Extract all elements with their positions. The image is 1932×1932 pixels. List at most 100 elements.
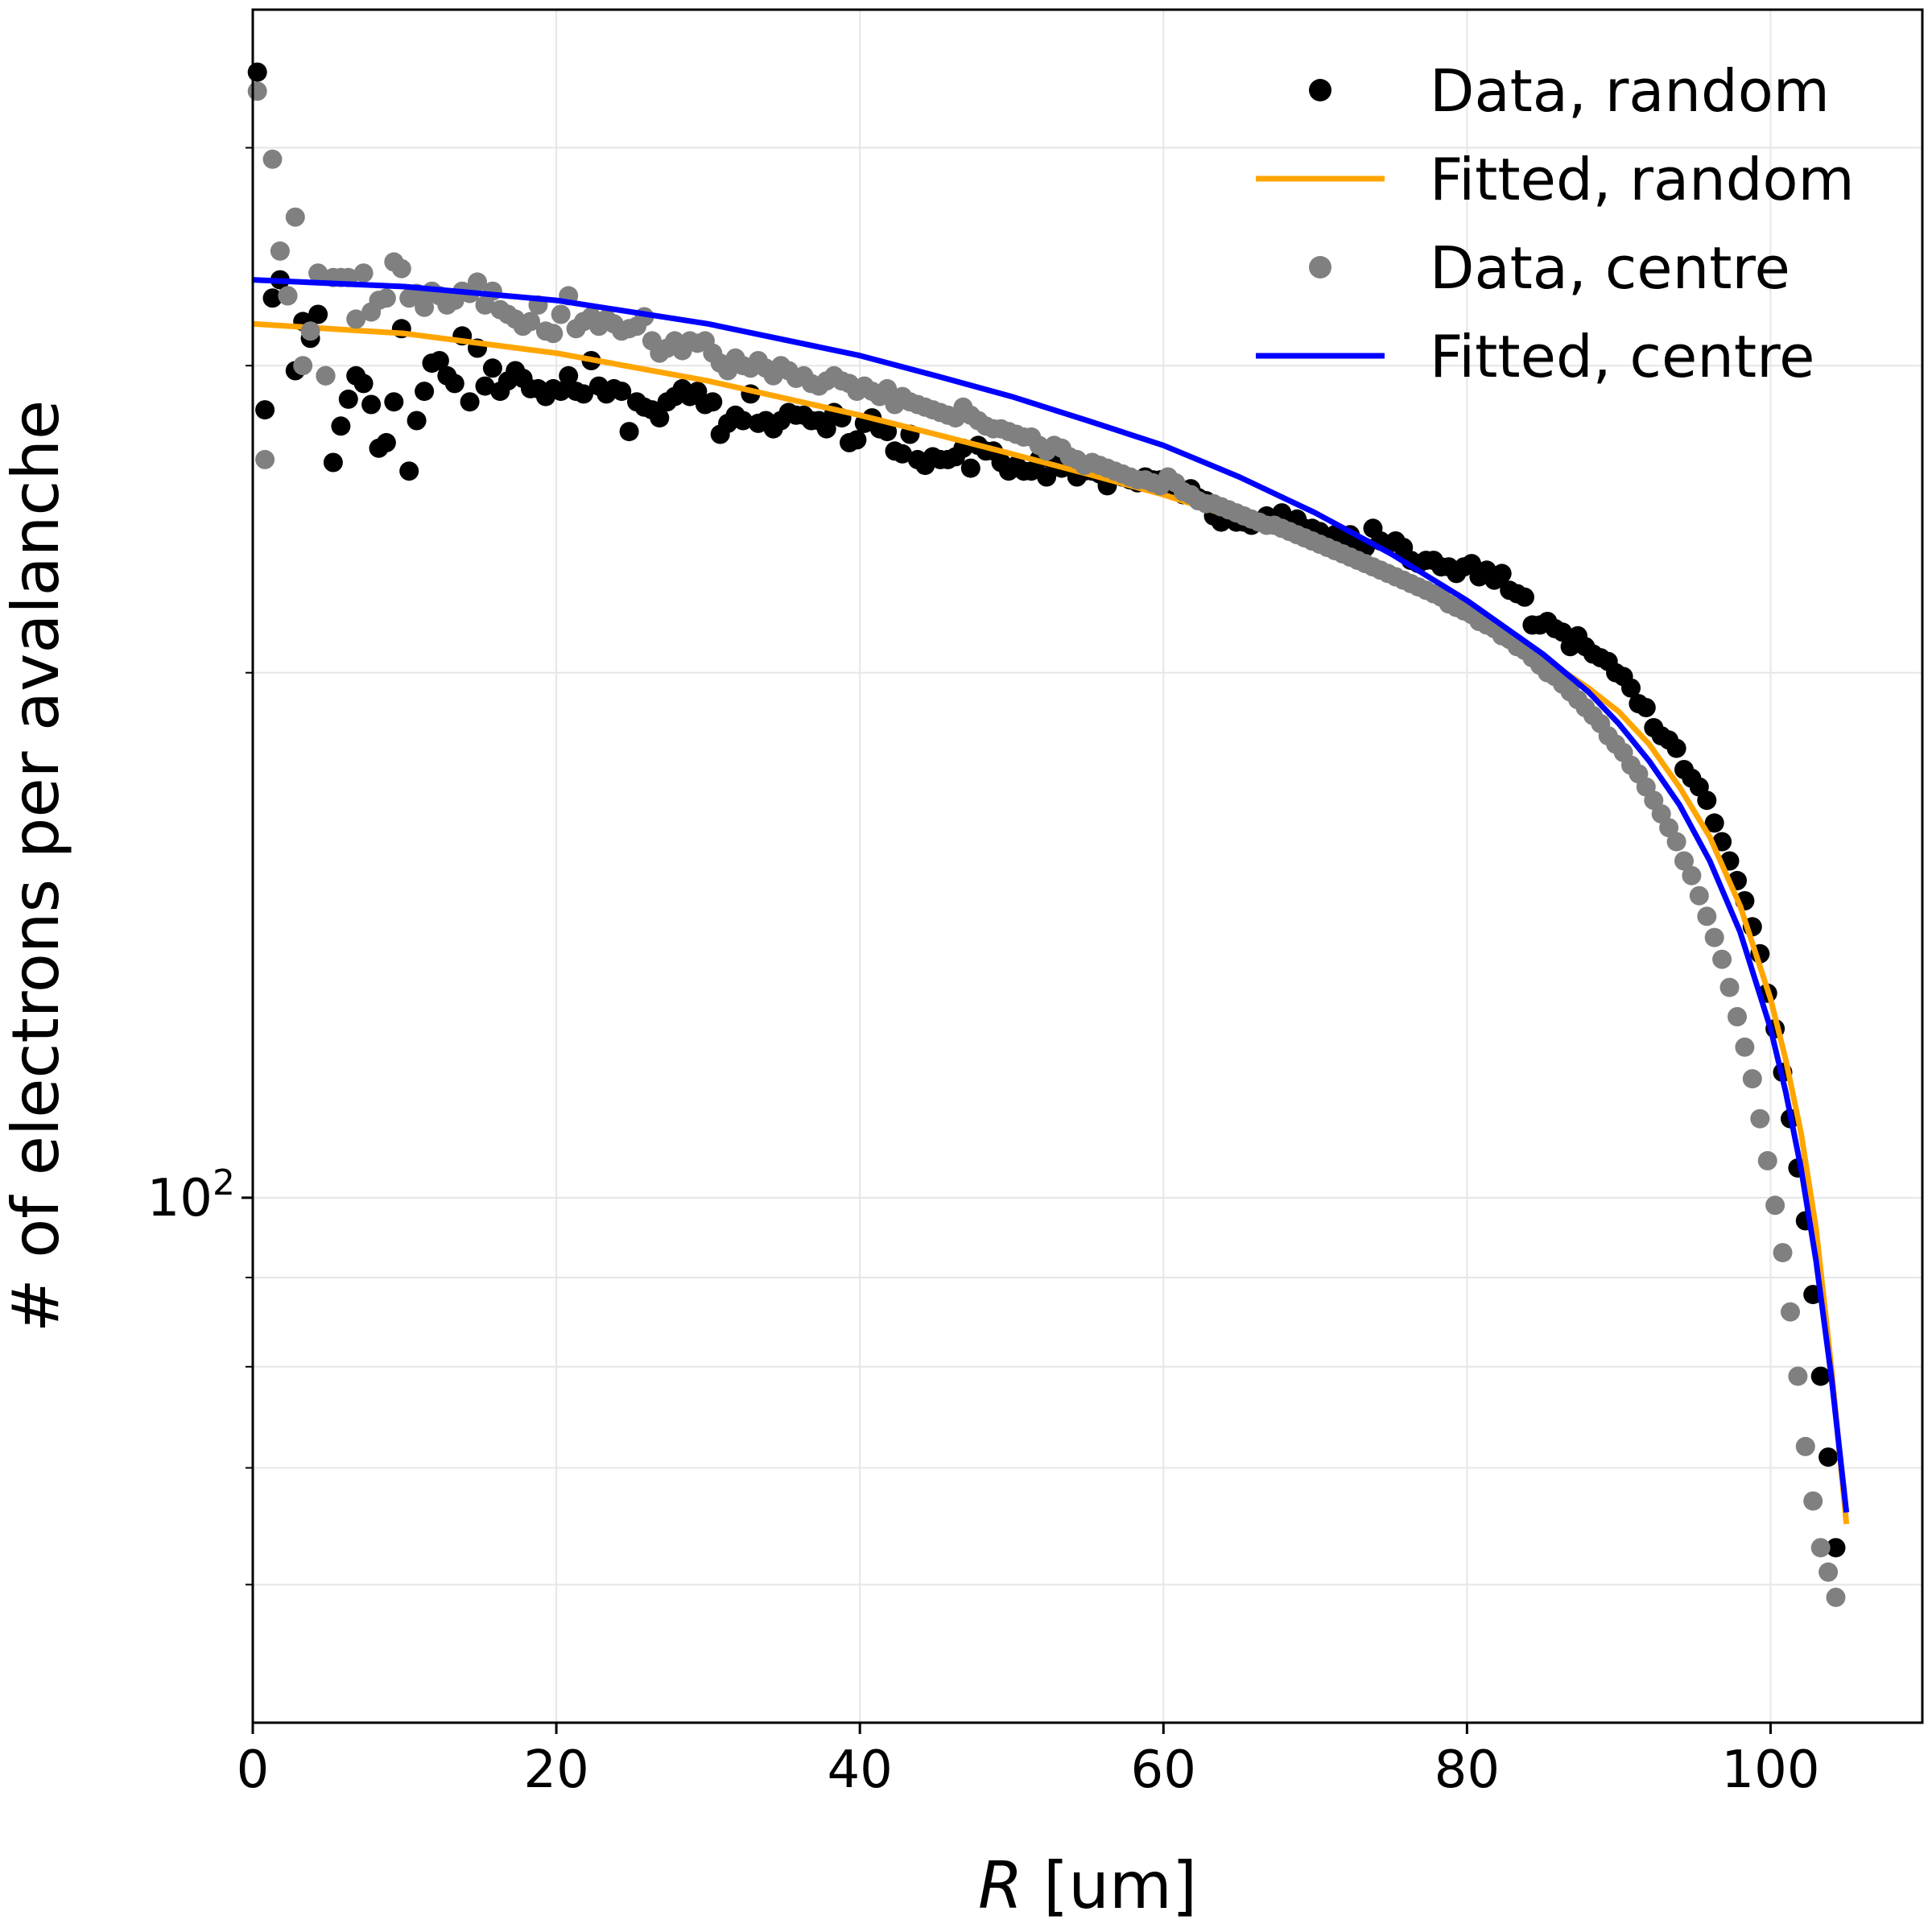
- data-point: [551, 304, 571, 324]
- data-point: [475, 376, 495, 396]
- x-tick-label: 100: [1721, 1740, 1819, 1800]
- data-point: [247, 81, 267, 101]
- data-point: [482, 358, 502, 378]
- data-point: [407, 411, 427, 431]
- data-point: [1826, 1587, 1846, 1608]
- data-point: [1712, 832, 1732, 852]
- data-point: [376, 288, 396, 308]
- data-point: [361, 394, 382, 415]
- data-point: [1810, 1366, 1831, 1386]
- series-fitted-random: [252, 320, 1850, 1525]
- data-point: [619, 422, 639, 442]
- series-data-centre: [247, 81, 1846, 1608]
- data-point: [391, 258, 411, 279]
- data-point: [1666, 832, 1686, 852]
- data-point: [308, 263, 328, 283]
- data-point: [346, 309, 366, 329]
- data-point: [521, 312, 540, 332]
- y-tick-label: 102: [147, 1162, 235, 1228]
- plot-frame: [251, 8, 1924, 1724]
- series-layer: [247, 62, 1850, 1608]
- legend-label: Fitted, random: [1430, 146, 1855, 213]
- data-point: [1636, 698, 1656, 717]
- legend-marker: [1309, 79, 1331, 101]
- data-point: [338, 389, 358, 409]
- data-point: [1757, 1150, 1777, 1170]
- legend-label: Data, random: [1430, 57, 1830, 125]
- x-tick-label: 60: [1131, 1740, 1196, 1800]
- data-point: [960, 458, 980, 478]
- data-point: [1803, 1491, 1823, 1511]
- x-tick-label: 20: [523, 1740, 588, 1800]
- series-fitted-centre: [252, 277, 1850, 1513]
- data-point: [1682, 865, 1702, 886]
- data-point: [1704, 813, 1724, 833]
- data-point: [559, 365, 579, 386]
- data-point: [331, 416, 351, 436]
- data-point: [293, 356, 313, 376]
- fit-line: [252, 320, 1850, 1525]
- data-point: [247, 62, 267, 82]
- data-point: [1742, 1069, 1762, 1089]
- data-point: [893, 444, 912, 464]
- fit-line: [252, 277, 1850, 1513]
- data-point: [1826, 1538, 1846, 1558]
- data-point: [1773, 1243, 1793, 1263]
- data-point: [415, 297, 435, 317]
- data-point: [468, 272, 487, 292]
- data-point: [1765, 1195, 1785, 1216]
- data-point: [300, 321, 320, 341]
- data-point: [703, 392, 723, 412]
- data-point: [1788, 1366, 1808, 1386]
- data-point: [1810, 1538, 1831, 1558]
- data-point: [1037, 467, 1057, 487]
- data-point: [847, 430, 867, 450]
- data-point: [551, 382, 571, 402]
- data-point: [316, 365, 336, 386]
- data-point: [1735, 1037, 1755, 1057]
- data-point: [1750, 1108, 1770, 1129]
- data-point: [1492, 564, 1512, 584]
- data-point: [384, 392, 404, 412]
- legend: Data, random Fitted, random Data, centre Fi…: [1256, 57, 1855, 390]
- data-point: [255, 449, 275, 469]
- data-point: [255, 400, 275, 420]
- y-axis-label: # of electrons per avalanche: [0, 400, 73, 1332]
- data-point: [1697, 791, 1717, 811]
- data-point: [308, 304, 328, 324]
- x-tick-label: 0: [237, 1740, 270, 1800]
- data-point: [1704, 927, 1724, 947]
- data-point: [543, 324, 564, 344]
- data-point: [1666, 738, 1686, 758]
- data-point: [1795, 1436, 1815, 1456]
- data-point: [429, 351, 449, 370]
- data-point: [877, 422, 898, 442]
- data-point: [460, 392, 480, 412]
- legend-label: Fitted, centre: [1430, 323, 1814, 390]
- data-point: [1553, 622, 1573, 642]
- data-point: [415, 382, 435, 402]
- data-point: [1818, 1562, 1839, 1582]
- data-point: [323, 452, 343, 473]
- data-point: [1689, 886, 1709, 906]
- data-point: [574, 384, 593, 404]
- data-point: [353, 374, 374, 394]
- data-point: [1818, 1447, 1839, 1468]
- grid-layer: [252, 10, 1922, 1723]
- data-point: [816, 419, 836, 439]
- x-axis-label: R [um]: [978, 1848, 1197, 1923]
- data-point: [376, 432, 396, 452]
- ticks-layer: 0 20 40 60 80 100 102: [147, 147, 1820, 1800]
- x-tick-label: 80: [1435, 1740, 1500, 1800]
- data-point: [612, 382, 632, 402]
- data-point: [1781, 1302, 1800, 1322]
- data-point: [353, 263, 374, 283]
- data-point: [285, 207, 305, 227]
- data-point: [1712, 949, 1732, 969]
- data-point: [1515, 587, 1534, 607]
- x-tick-label: 40: [827, 1740, 892, 1800]
- data-point: [399, 461, 419, 481]
- data-point: [1728, 1007, 1747, 1026]
